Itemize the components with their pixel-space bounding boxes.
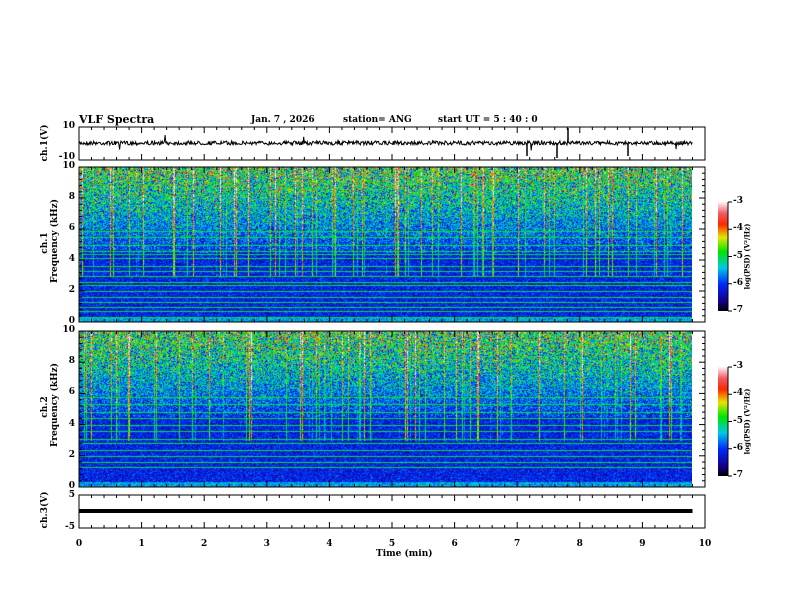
ch2-spec-ylabel-ch: ch.2 <box>40 396 50 418</box>
x-tick-label: 5 <box>388 539 396 549</box>
freq-ytick: 6 <box>68 387 75 398</box>
x-tick-label: 2 <box>201 539 208 549</box>
ch2-spectrogram <box>79 331 692 487</box>
freq-ytick: 0 <box>68 316 75 326</box>
colorbar-tick-label: -4 <box>733 388 743 399</box>
ch3-ylabel: ch.3(V) <box>40 491 50 529</box>
start-time-label: start UT = 5 : 40 : 0 <box>438 115 538 125</box>
freq-ytick: 0 <box>68 481 75 491</box>
ch1-colorbar <box>718 202 728 311</box>
ch2-spec-ylabel: ch.2 Frequency (kHz) <box>40 363 60 447</box>
freq-ytick: 4 <box>68 254 75 264</box>
panel-frame-1 <box>78 166 706 323</box>
ch1-spec-ylabel-ch: ch.1 <box>40 232 50 254</box>
ch1-spectrogram <box>79 167 692 322</box>
colorbar-tick-label: -6 <box>733 442 743 453</box>
date-label: Jan. 7 , 2026 <box>251 115 315 125</box>
ch1-ytick: 10 <box>62 121 75 131</box>
x-tick-label: 1 <box>138 539 145 549</box>
x-tick-label: 4 <box>326 539 333 549</box>
ch1-colorbar-label: log(PSD) (V²/Hz) <box>742 223 752 290</box>
ch2-colorbar-label: log(PSD) (V²/Hz) <box>742 388 752 455</box>
ch1-trace <box>78 135 693 151</box>
colorbar-tick-label: -6 <box>733 277 743 288</box>
freq-ytick: 4 <box>68 418 75 429</box>
freq-ytick: 8 <box>68 356 75 367</box>
x-axis-label: Time (min) <box>376 549 433 559</box>
ch2-colorbar <box>718 367 728 476</box>
freq-ytick: 10 <box>62 325 75 335</box>
x-tick-label: 10 <box>698 539 712 549</box>
freq-ytick: 6 <box>68 223 75 233</box>
panel-frame-2 <box>78 330 706 488</box>
ch3-ytick: -5 <box>65 522 75 532</box>
x-tick-label: 3 <box>263 539 270 549</box>
freq-ytick: 8 <box>68 192 75 202</box>
freq-ytick: 10 <box>62 161 75 171</box>
x-tick-label: 9 <box>639 539 646 549</box>
colorbar-tick-label: -4 <box>733 223 743 234</box>
freq-ytick: 2 <box>68 449 75 460</box>
figure-title: VLF Spectra <box>79 113 155 126</box>
ch1-ytick: -10 <box>58 152 75 162</box>
colorbar-tick-label: -3 <box>733 196 743 206</box>
colorbar-tick-label: -7 <box>733 470 743 480</box>
ch2-spec-ylabel-freq: Frequency (kHz) <box>50 362 60 447</box>
colorbar-tick-label: -5 <box>733 415 743 426</box>
colorbar-tick-label: -7 <box>733 305 743 315</box>
ch1-ylabel: ch.1(V) <box>40 124 50 162</box>
ch1-spec-ylabel-freq: Frequency (kHz) <box>50 198 60 283</box>
ch3-ytick: 5 <box>68 490 75 500</box>
x-tick-label: 0 <box>75 539 83 549</box>
x-tick-label: 8 <box>576 539 583 549</box>
freq-ytick: 2 <box>68 285 75 295</box>
ch1-spec-ylabel: ch.1 Frequency (kHz) <box>40 199 60 283</box>
colorbar-tick-label: -5 <box>733 250 743 261</box>
x-tick-label: 7 <box>514 539 521 549</box>
colorbar-tick-label: -3 <box>733 361 743 371</box>
x-tick-label: 6 <box>451 539 458 549</box>
station-label: station= ANG <box>343 115 412 125</box>
